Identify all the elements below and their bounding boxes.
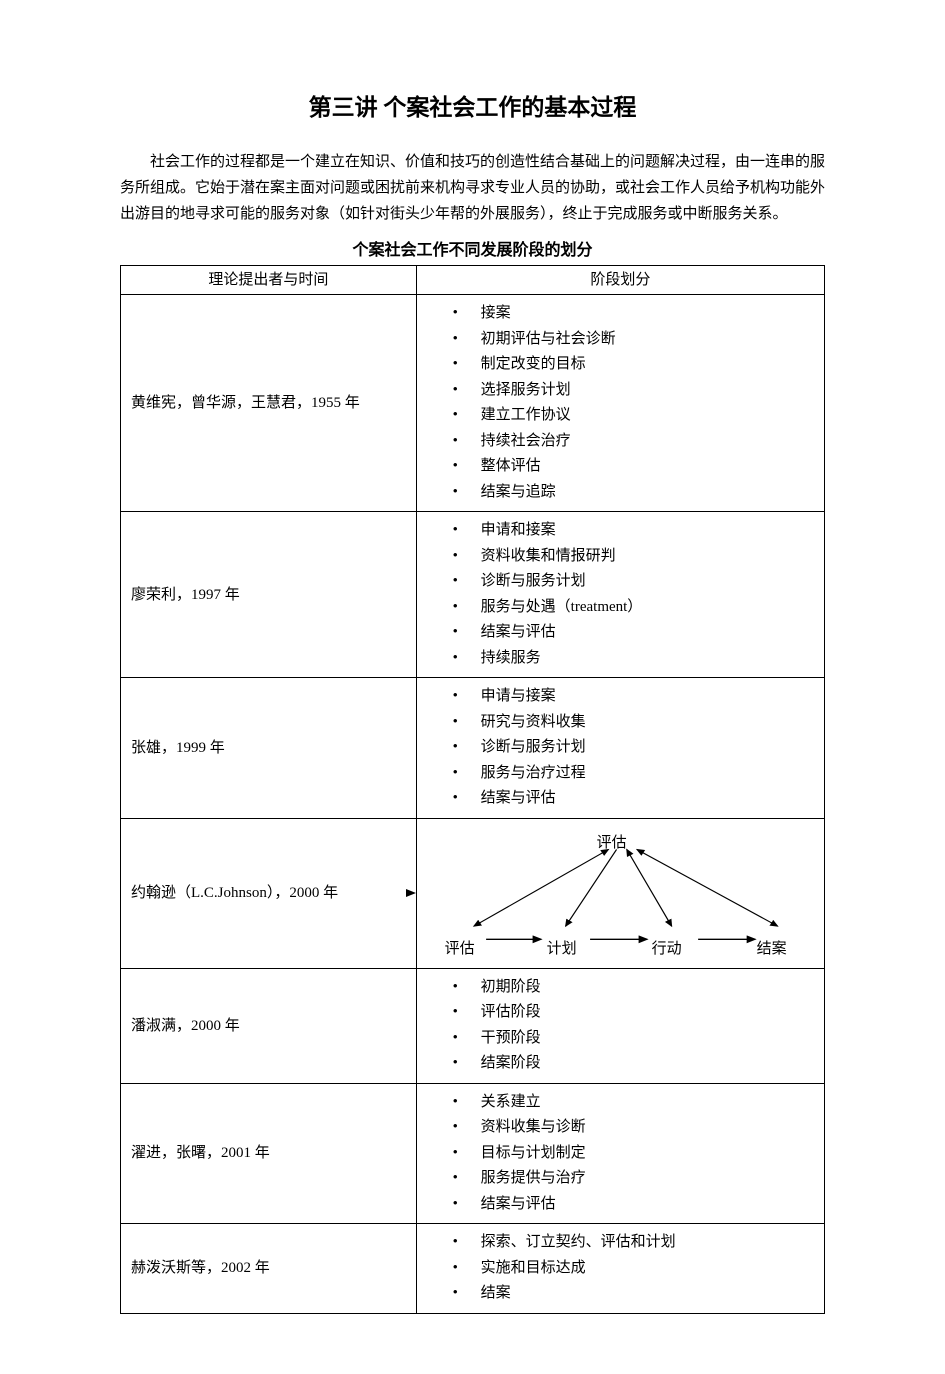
- stages-cell: 初期阶段评估阶段干预阶段结案阶段: [416, 968, 824, 1083]
- stages-list-item: 研究与资料收集: [447, 710, 820, 736]
- stages-list: 关系建立资料收集与诊断目标与计划制定服务提供与治疗结案与评估: [447, 1090, 820, 1218]
- header-stages: 阶段划分: [416, 266, 824, 295]
- table-header-row: 理论提出者与时间 阶段划分: [121, 266, 825, 295]
- table-row: 濯进，张曙，2001 年关系建立资料收集与诊断目标与计划制定服务提供与治疗结案与…: [121, 1083, 825, 1224]
- stages-list-item: 关系建立: [447, 1090, 820, 1116]
- stages-list-item: 诊断与服务计划: [447, 569, 820, 595]
- author-cell: 廖荣利，1997 年: [121, 512, 417, 678]
- stages-list-item: 诊断与服务计划: [447, 735, 820, 761]
- stages-cell: 探索、订立契约、评估和计划实施和目标达成结案: [416, 1224, 824, 1314]
- stages-list-item: 资料收集与诊断: [447, 1115, 820, 1141]
- author-cell: 黄维宪，曾华源，王慧君，1955 年: [121, 295, 417, 512]
- stages-list-item: 结案与评估: [447, 1192, 820, 1218]
- diagram-cell: 评估评估计划行动结案: [416, 818, 824, 968]
- stages-list-item: 实施和目标达成: [447, 1256, 820, 1282]
- stages-list-item: 申请与接案: [447, 684, 820, 710]
- stages-list: 申请与接案研究与资料收集诊断与服务计划服务与治疗过程结案与评估: [447, 684, 820, 812]
- stages-cell: 申请与接案研究与资料收集诊断与服务计划服务与治疗过程结案与评估: [416, 678, 824, 819]
- diagram-arrows: [427, 827, 814, 958]
- stages-list: 初期阶段评估阶段干预阶段结案阶段: [447, 975, 820, 1077]
- table-caption: 个案社会工作不同发展阶段的划分: [120, 238, 825, 264]
- stages-table: 理论提出者与时间 阶段划分 黄维宪，曾华源，王慧君，1955 年接案初期评估与社…: [120, 265, 825, 1314]
- stages-list-item: 探索、订立契约、评估和计划: [447, 1230, 820, 1256]
- stages-list-item: 服务与处遇（treatment）: [447, 595, 820, 621]
- stages-list-item: 结案: [447, 1281, 820, 1307]
- stages-list-item: 目标与计划制定: [447, 1141, 820, 1167]
- stages-list-item: 干预阶段: [447, 1026, 820, 1052]
- table-row: 黄维宪，曾华源，王慧君，1955 年接案初期评估与社会诊断制定改变的目标选择服务…: [121, 295, 825, 512]
- stages-list-item: 资料收集和情报研判: [447, 544, 820, 570]
- stages-list-item: 制定改变的目标: [447, 352, 820, 378]
- table-row: 约翰逊（L.C.Johnson），2000 年 评估评估计划行动结案: [121, 818, 825, 968]
- stages-list-item: 服务提供与治疗: [447, 1166, 820, 1192]
- table-row: 廖荣利，1997 年申请和接案资料收集和情报研判诊断与服务计划服务与处遇（tre…: [121, 512, 825, 678]
- author-cell: 约翰逊（L.C.Johnson），2000 年: [121, 818, 417, 968]
- author-cell: 濯进，张曙，2001 年: [121, 1083, 417, 1224]
- stages-list-item: 持续服务: [447, 646, 820, 672]
- stages-cell: 关系建立资料收集与诊断目标与计划制定服务提供与治疗结案与评估: [416, 1083, 824, 1224]
- stages-list-item: 申请和接案: [447, 518, 820, 544]
- author-cell: 潘淑满，2000 年: [121, 968, 417, 1083]
- stages-list: 探索、订立契约、评估和计划实施和目标达成结案: [447, 1230, 820, 1307]
- stages-list-item: 初期评估与社会诊断: [447, 327, 820, 353]
- table-row: 赫泼沃斯等，2002 年探索、订立契约、评估和计划实施和目标达成结案: [121, 1224, 825, 1314]
- stages-list: 申请和接案资料收集和情报研判诊断与服务计划服务与处遇（treatment）结案与…: [447, 518, 820, 671]
- stages-list-item: 初期阶段: [447, 975, 820, 1001]
- stages-list-item: 接案: [447, 301, 820, 327]
- stages-list-item: 评估阶段: [447, 1000, 820, 1026]
- header-author: 理论提出者与时间: [121, 266, 417, 295]
- stages-cell: 接案初期评估与社会诊断制定改变的目标选择服务计划建立工作协议持续社会治疗整体评估…: [416, 295, 824, 512]
- intro-paragraph: 社会工作的过程都是一个建立在知识、价值和技巧的创造性结合基础上的问题解决过程，由…: [120, 149, 825, 228]
- table-row: 潘淑满，2000 年初期阶段评估阶段干预阶段结案阶段: [121, 968, 825, 1083]
- johnson-diagram: 评估评估计划行动结案: [427, 827, 814, 958]
- stages-list-item: 结案与追踪: [447, 480, 820, 506]
- author-cell: 赫泼沃斯等，2002 年: [121, 1224, 417, 1314]
- table-row: 张雄，1999 年申请与接案研究与资料收集诊断与服务计划服务与治疗过程结案与评估: [121, 678, 825, 819]
- stages-list-item: 结案阶段: [447, 1051, 820, 1077]
- stages-list-item: 结案与评估: [447, 786, 820, 812]
- stages-list: 接案初期评估与社会诊断制定改变的目标选择服务计划建立工作协议持续社会治疗整体评估…: [447, 301, 820, 505]
- stages-list-item: 持续社会治疗: [447, 429, 820, 455]
- stages-cell: 申请和接案资料收集和情报研判诊断与服务计划服务与处遇（treatment）结案与…: [416, 512, 824, 678]
- page-title: 第三讲 个案社会工作的基本过程: [120, 90, 825, 127]
- author-text: 约翰逊（L.C.Johnson），2000 年: [131, 885, 338, 901]
- author-cell: 张雄，1999 年: [121, 678, 417, 819]
- stages-list-item: 整体评估: [447, 454, 820, 480]
- stages-list-item: 结案与评估: [447, 620, 820, 646]
- stages-list-item: 服务与治疗过程: [447, 761, 820, 787]
- stages-list-item: 建立工作协议: [447, 403, 820, 429]
- stages-list-item: 选择服务计划: [447, 378, 820, 404]
